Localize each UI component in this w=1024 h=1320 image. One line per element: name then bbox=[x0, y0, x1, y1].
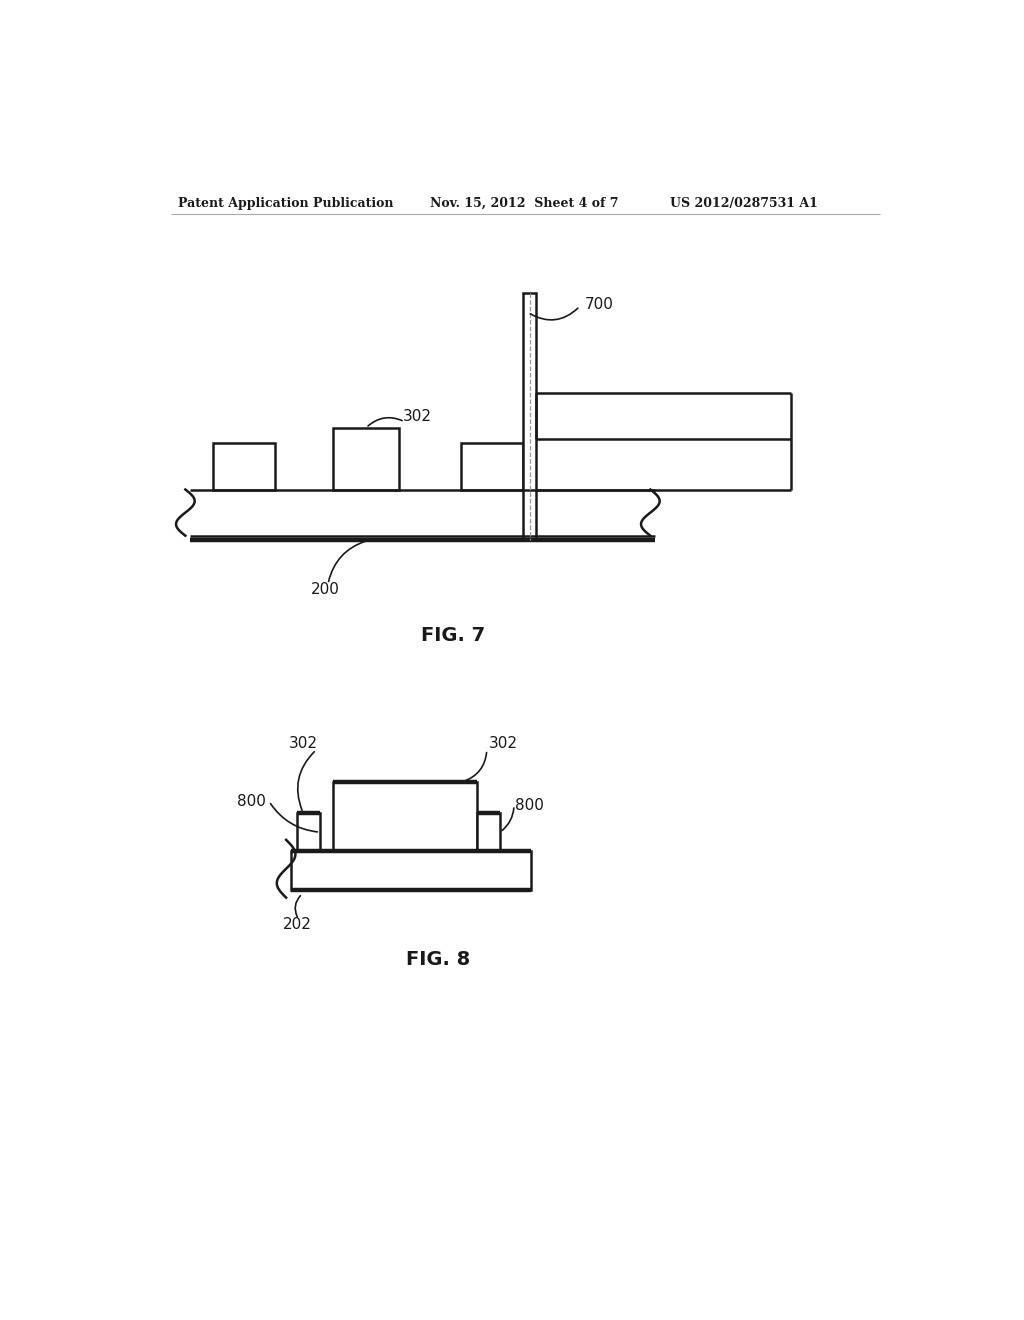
Text: 800: 800 bbox=[238, 793, 266, 809]
Text: 302: 302 bbox=[289, 737, 317, 751]
Bar bbox=[213, 444, 275, 490]
Bar bbox=[477, 813, 500, 851]
Text: 700: 700 bbox=[586, 297, 614, 313]
Bar bbox=[334, 428, 399, 490]
Text: 302: 302 bbox=[488, 737, 517, 751]
Text: 800: 800 bbox=[515, 797, 545, 813]
Bar bbox=[523, 293, 537, 540]
Bar bbox=[297, 813, 321, 851]
Text: FIG. 7: FIG. 7 bbox=[422, 626, 485, 645]
Text: US 2012/0287531 A1: US 2012/0287531 A1 bbox=[671, 197, 818, 210]
Text: Patent Application Publication: Patent Application Publication bbox=[178, 197, 394, 210]
Bar bbox=[461, 444, 523, 490]
Text: FIG. 8: FIG. 8 bbox=[406, 949, 470, 969]
Text: 200: 200 bbox=[311, 582, 340, 597]
Text: Nov. 15, 2012  Sheet 4 of 7: Nov. 15, 2012 Sheet 4 of 7 bbox=[430, 197, 618, 210]
Text: 202: 202 bbox=[283, 917, 311, 932]
Bar bbox=[291, 851, 531, 890]
Text: 302: 302 bbox=[403, 409, 432, 424]
Bar bbox=[334, 781, 477, 851]
